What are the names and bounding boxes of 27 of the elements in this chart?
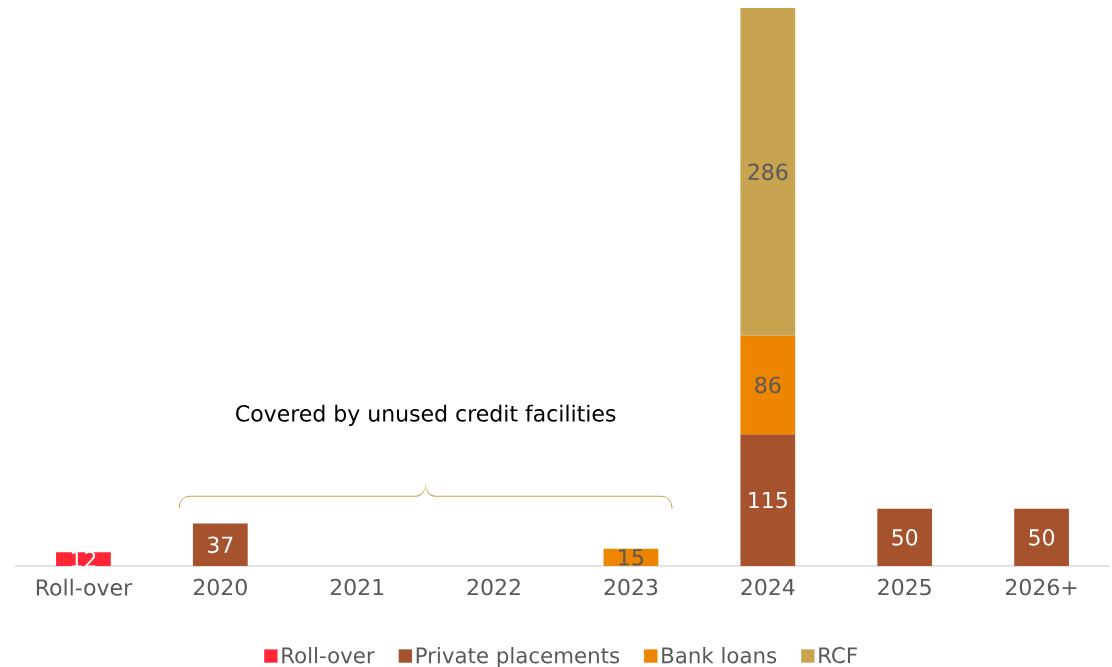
bar — [877, 508, 933, 566]
x-tick-label: Roll-over — [36, 578, 133, 596]
data-label: 50 — [892, 529, 918, 546]
bar — [1014, 508, 1069, 566]
data-label: 115 — [749, 491, 787, 509]
legend-label: RCF — [819, 647, 857, 664]
x-tick-label: 2022 — [467, 578, 520, 596]
data-label: 50 — [1029, 529, 1055, 546]
x-tick-label: 2025 — [878, 578, 931, 596]
bar — [740, 335, 796, 435]
x-tick-label: 2024 — [741, 578, 795, 596]
legend-label: Roll-over — [282, 646, 375, 664]
data-label: 15 — [619, 549, 643, 566]
bar — [740, 434, 796, 566]
data-label: 37 — [207, 536, 233, 554]
bar — [740, 7, 796, 336]
x-tick-label: 2020 — [193, 578, 247, 596]
annotation: Covered by unused credit facilities — [236, 404, 616, 426]
bar — [192, 523, 248, 566]
legend-label: Private placements — [416, 646, 620, 667]
data-label: 286 — [748, 163, 788, 181]
x-tick-label: 2021 — [330, 578, 384, 596]
x-tick-label: 2023 — [604, 578, 658, 596]
bar — [56, 552, 111, 566]
x-tick-label: 2026+ — [1005, 578, 1077, 596]
data-label: 86 — [755, 376, 781, 394]
legend-label: Bank loans — [662, 646, 777, 664]
